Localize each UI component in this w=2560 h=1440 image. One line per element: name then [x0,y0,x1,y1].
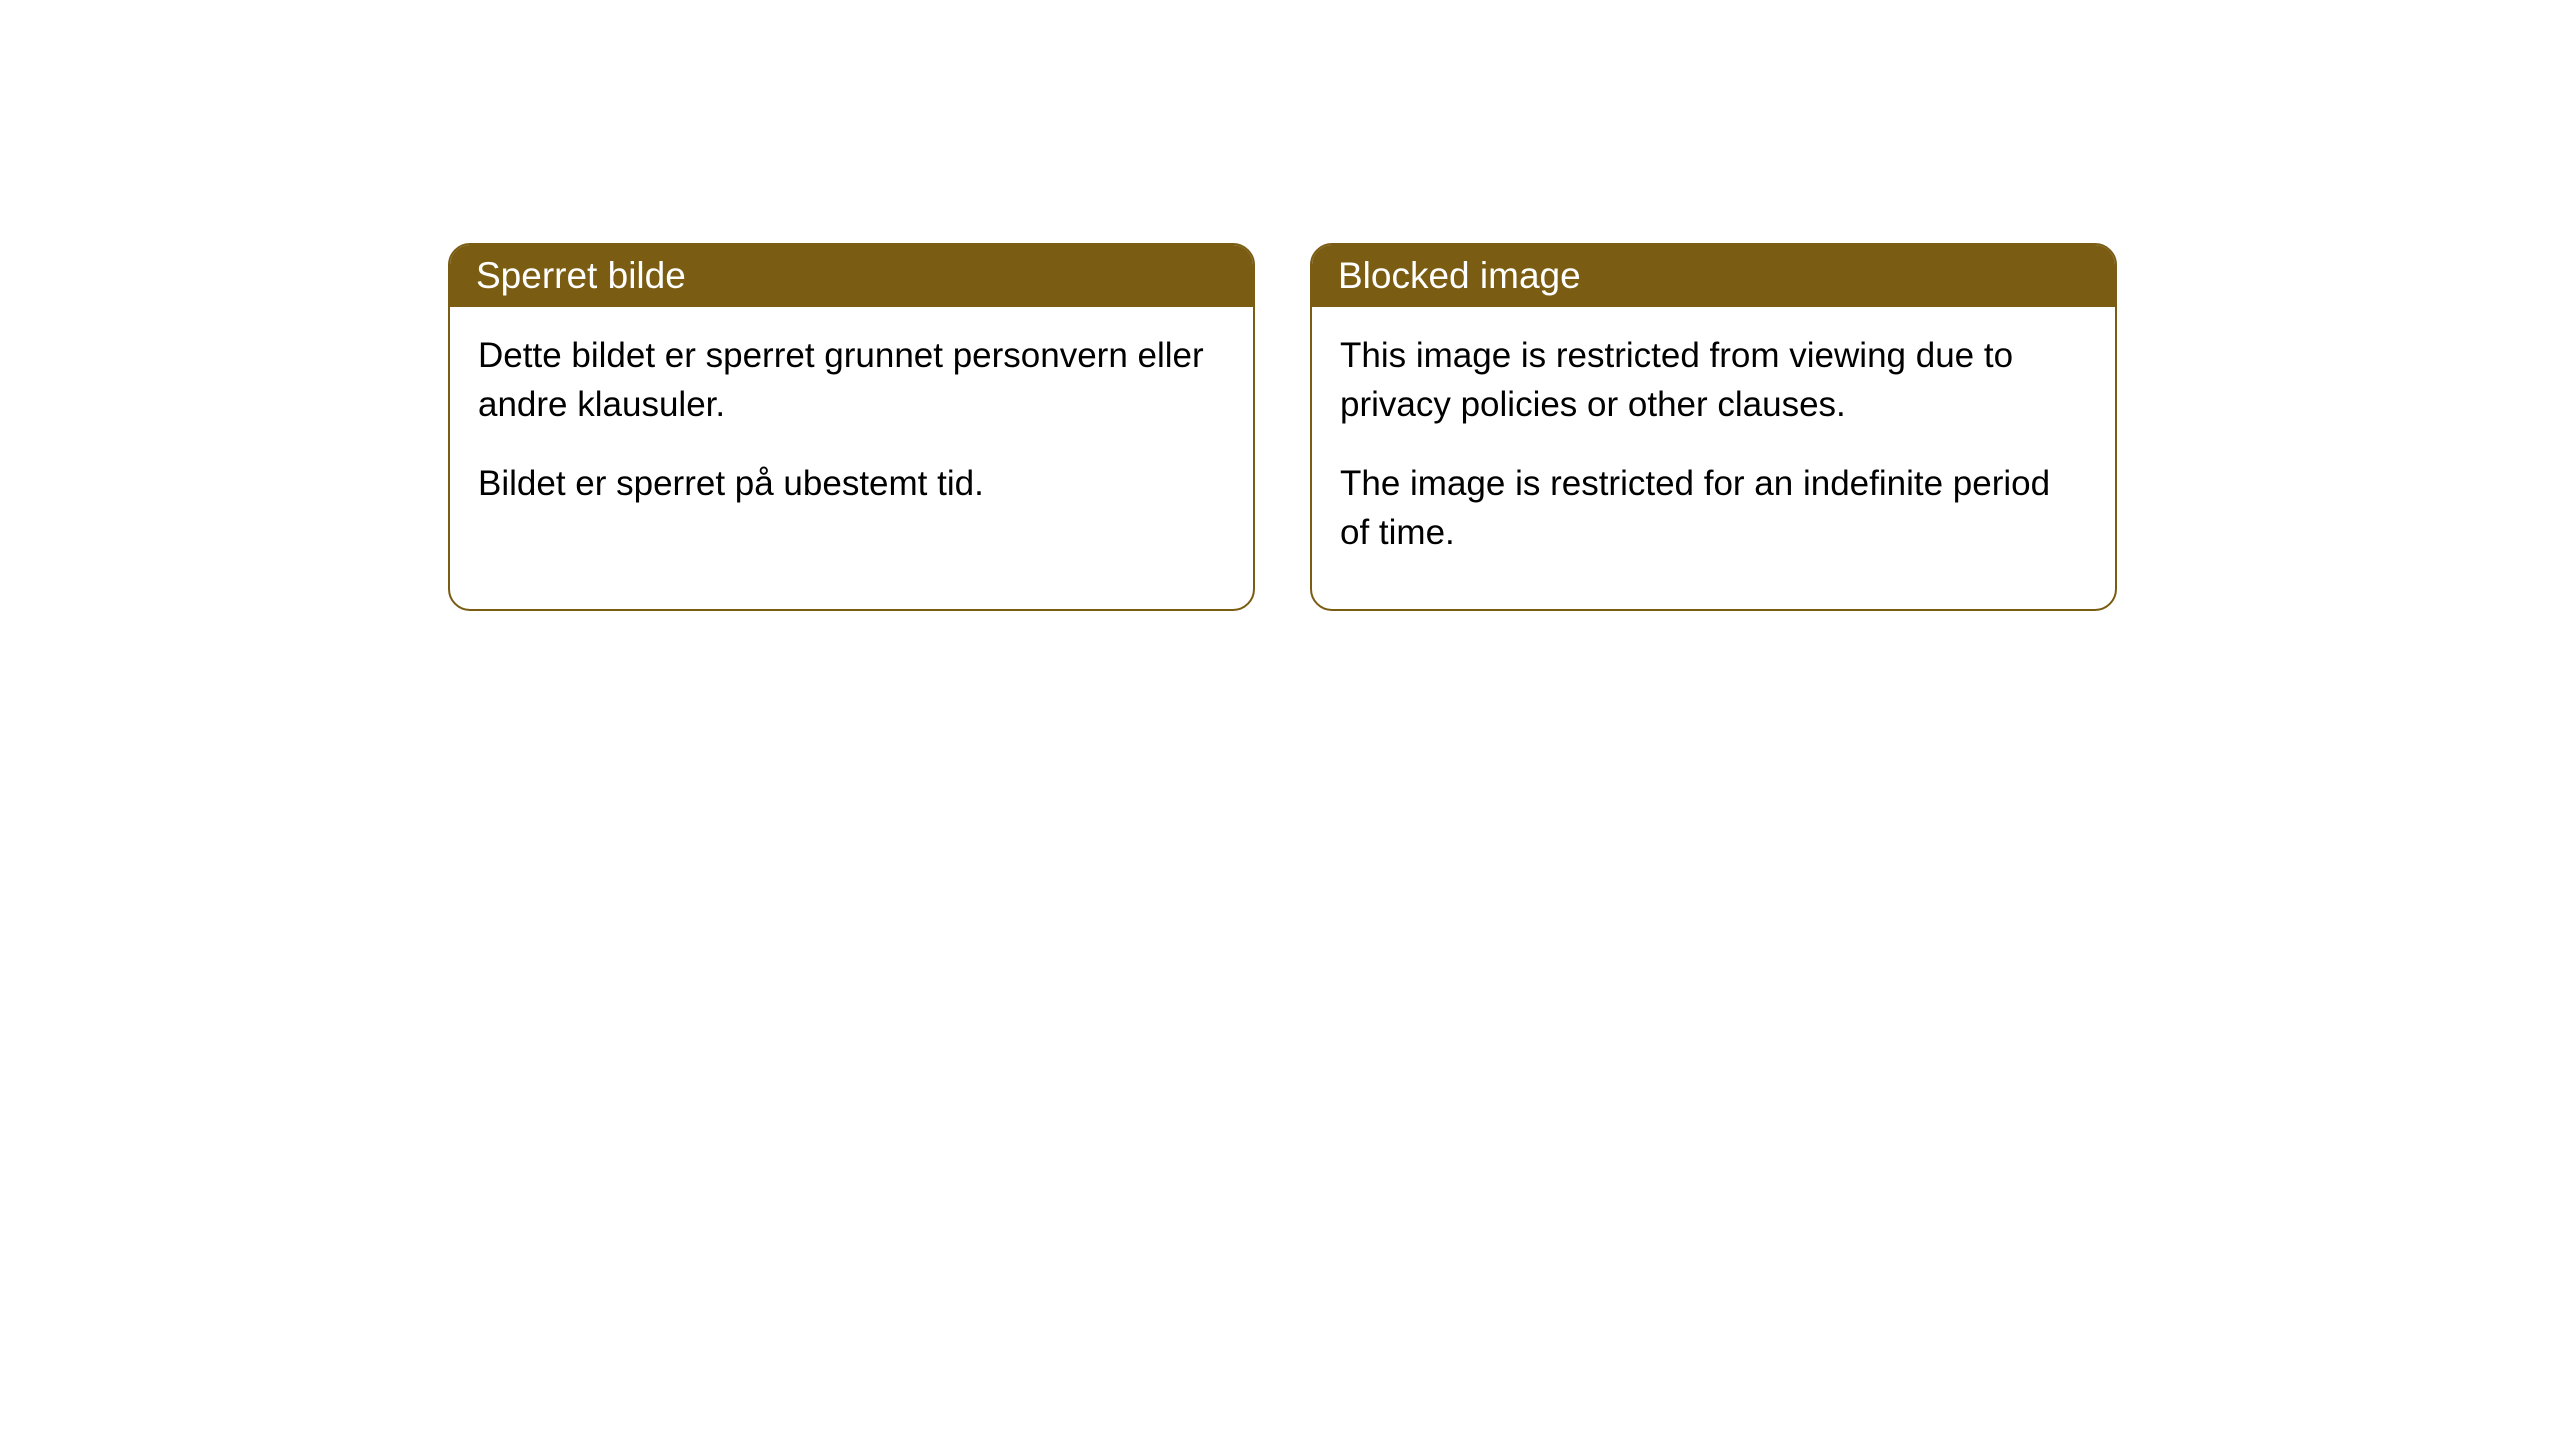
card-paragraph: This image is restricted from viewing du… [1340,331,2087,429]
card-paragraph: Bildet er sperret på ubestemt tid. [478,459,1225,508]
card-header: Sperret bilde [450,245,1253,307]
card-title: Sperret bilde [476,255,686,296]
card-title: Blocked image [1338,255,1581,296]
card-paragraph: The image is restricted for an indefinit… [1340,459,2087,557]
notice-card-english: Blocked image This image is restricted f… [1310,243,2117,611]
notice-card-norwegian: Sperret bilde Dette bildet er sperret gr… [448,243,1255,611]
card-body: Dette bildet er sperret grunnet personve… [450,307,1253,560]
card-header: Blocked image [1312,245,2115,307]
notice-cards-container: Sperret bilde Dette bildet er sperret gr… [448,243,2117,611]
card-body: This image is restricted from viewing du… [1312,307,2115,609]
card-paragraph: Dette bildet er sperret grunnet personve… [478,331,1225,429]
